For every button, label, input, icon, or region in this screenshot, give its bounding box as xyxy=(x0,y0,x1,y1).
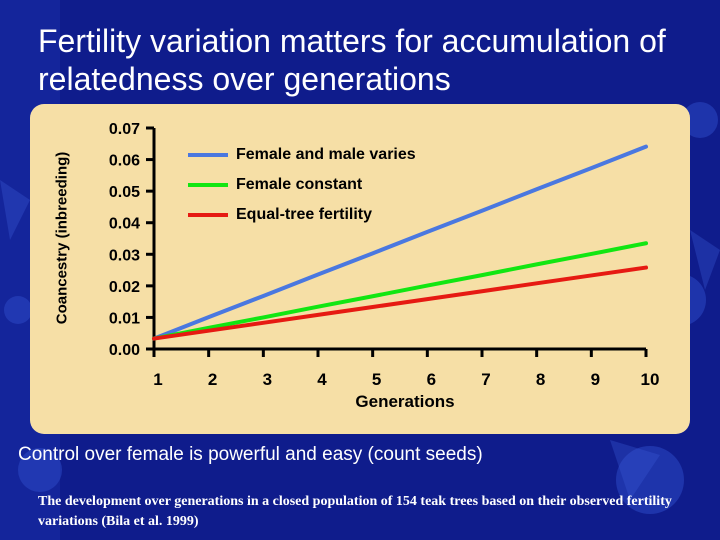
x-axis-label: Generations xyxy=(355,392,455,411)
legend-item-equal-tree: Equal-tree fertility xyxy=(188,200,416,230)
x-tick-label: 4 xyxy=(317,370,327,389)
slide-subtitle: Control over female is powerful and easy… xyxy=(18,444,483,465)
legend-label: Female constant xyxy=(236,176,363,193)
chart-panel xyxy=(30,104,690,434)
x-tick-label: 3 xyxy=(263,370,272,389)
x-tick-label: 1 xyxy=(153,370,162,389)
x-tick-label: 10 xyxy=(641,370,660,389)
y-tick-label: 0.03 xyxy=(109,247,140,264)
legend-swatch-blue xyxy=(188,153,228,157)
x-tick-label: 7 xyxy=(481,370,490,389)
y-tick-label: 0.00 xyxy=(109,342,140,359)
series-line-2 xyxy=(152,265,648,341)
legend: Female and male varies Female constant E… xyxy=(188,140,416,230)
legend-item-female-and-male: Female and male varies xyxy=(188,140,416,170)
y-tick-label: 0.07 xyxy=(109,121,140,138)
x-tick-label: 2 xyxy=(208,370,217,389)
legend-swatch-green xyxy=(188,183,228,187)
y-tick-label: 0.06 xyxy=(109,153,140,170)
legend-label: Equal-tree fertility xyxy=(236,206,373,223)
slide-title: Fertility variation matters for accumula… xyxy=(38,23,666,97)
x-tick-label: 6 xyxy=(427,370,436,389)
y-tick-label: 0.04 xyxy=(109,216,140,233)
y-axis-label: Coancestry (inbreeding) xyxy=(53,151,71,325)
series-line-0 xyxy=(152,144,648,341)
series-line-1 xyxy=(152,241,648,341)
legend-item-female-constant: Female constant xyxy=(188,170,416,200)
x-tick-label: 8 xyxy=(536,370,545,389)
legend-swatch-red xyxy=(188,213,228,217)
x-tick-label: 5 xyxy=(372,370,381,389)
y-tick-label: 0.01 xyxy=(109,310,140,327)
y-tick-label: 0.02 xyxy=(109,279,140,296)
y-tick-label: 0.05 xyxy=(109,184,140,201)
legend-label: Female and male varies xyxy=(236,146,416,163)
x-tick-label: 9 xyxy=(591,370,600,389)
slide-footnote: The development over generations in a cl… xyxy=(38,494,672,529)
